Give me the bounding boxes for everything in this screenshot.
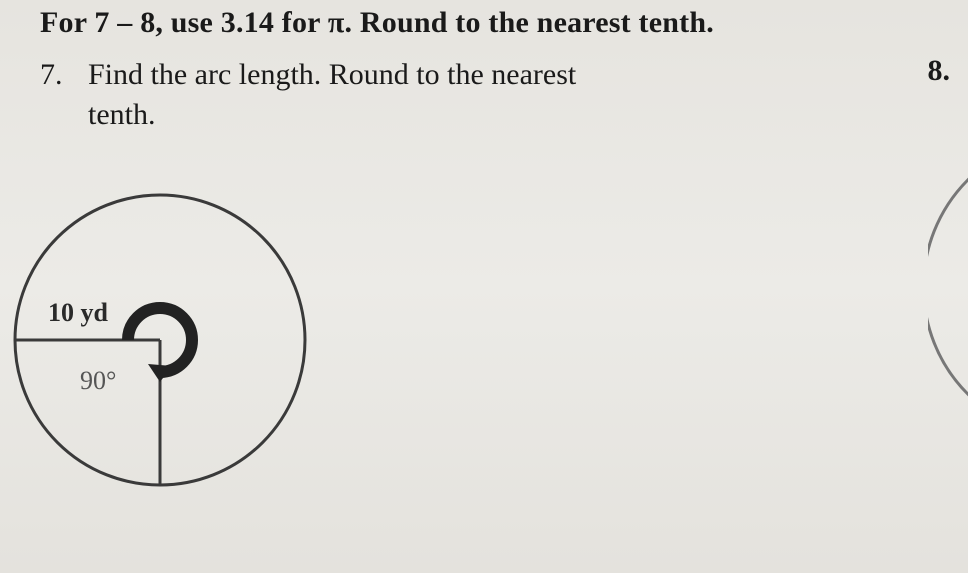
- question-7-line2: tenth.: [88, 98, 156, 132]
- circle-diagram: 10 yd 90°: [10, 170, 310, 490]
- question-7-text-line1: Find the arc length. Round to the neares…: [88, 58, 576, 91]
- question-7-line1: 7.Find the arc length. Round to the near…: [40, 58, 576, 92]
- radius-label: 10 yd: [48, 298, 108, 328]
- circle-svg: [10, 170, 310, 500]
- question-7-number: 7.: [40, 58, 88, 92]
- worksheet-page: For 7 – 8, use 3.14 for π. Round to the …: [0, 0, 968, 573]
- adjacent-circle-edge: [928, 134, 968, 440]
- adjacent-page-arc: [928, 0, 968, 573]
- instructions-suffix: . Round to the nearest tenth.: [344, 6, 713, 39]
- question-7-text-line2: tenth.: [88, 98, 156, 131]
- angle-label: 90°: [80, 366, 116, 396]
- pi-symbol: π: [328, 6, 345, 39]
- instructions-prefix: For 7 – 8, use 3.14 for: [40, 6, 328, 39]
- section-instructions: For 7 – 8, use 3.14 for π. Round to the …: [40, 6, 714, 40]
